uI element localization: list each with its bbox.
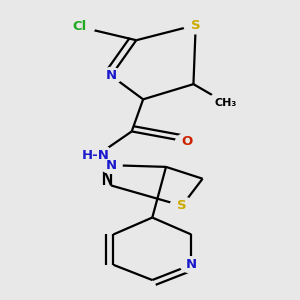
- Circle shape: [100, 68, 122, 84]
- Text: N: N: [106, 159, 117, 172]
- Circle shape: [64, 15, 95, 38]
- Text: S: S: [191, 19, 200, 32]
- Text: N: N: [106, 69, 117, 82]
- Circle shape: [180, 257, 202, 273]
- Text: S: S: [177, 199, 187, 212]
- Text: O: O: [181, 135, 192, 148]
- Circle shape: [209, 91, 242, 115]
- Circle shape: [184, 16, 208, 34]
- Circle shape: [176, 134, 198, 150]
- Text: H-N: H-N: [82, 148, 110, 162]
- Text: N: N: [186, 258, 197, 271]
- Circle shape: [83, 144, 112, 166]
- Text: Cl: Cl: [72, 20, 86, 33]
- Circle shape: [170, 197, 194, 214]
- Text: CH₃: CH₃: [214, 98, 237, 108]
- Circle shape: [100, 157, 122, 173]
